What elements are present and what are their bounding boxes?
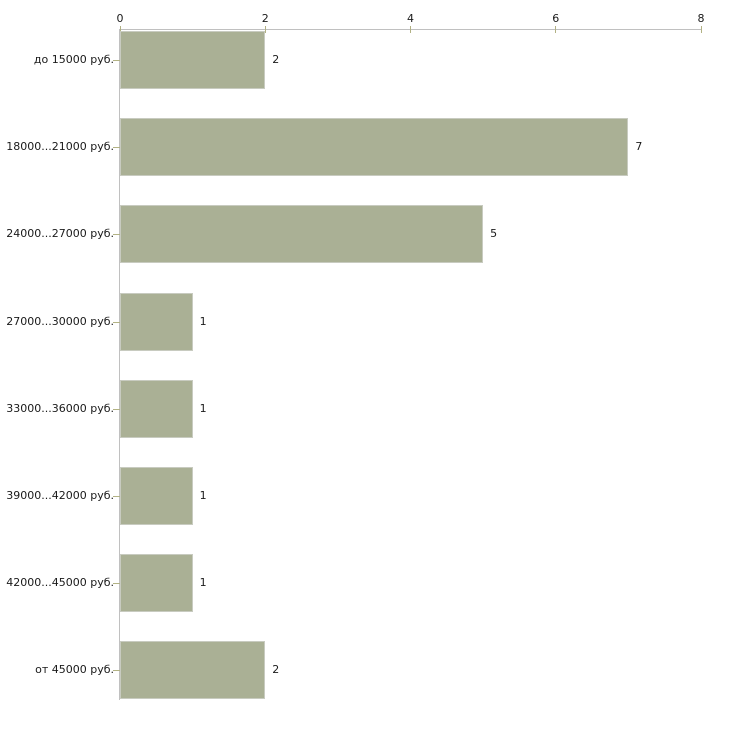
y-axis-line bbox=[119, 29, 120, 700]
x-axis-tick-mark bbox=[264, 26, 266, 33]
category-label: до 15000 руб. bbox=[33, 53, 114, 66]
bar bbox=[120, 118, 629, 177]
category-tick-mark bbox=[113, 60, 121, 61]
category-tick-mark bbox=[113, 408, 121, 410]
category-label: 39000...42000 руб. bbox=[6, 489, 114, 502]
value-label: 5 bbox=[490, 227, 498, 241]
x-axis-tick-label: 2 bbox=[261, 12, 269, 25]
category-tick-mark bbox=[113, 234, 121, 236]
x-axis-tick-mark bbox=[410, 26, 411, 33]
x-axis-tick-label: 4 bbox=[407, 12, 414, 25]
bar bbox=[120, 31, 266, 89]
bar bbox=[120, 205, 484, 264]
x-axis-tick-label: 0 bbox=[116, 12, 124, 25]
value-label: 1 bbox=[199, 576, 207, 590]
category-tick-mark bbox=[113, 583, 121, 585]
x-axis-tick-mark bbox=[119, 26, 121, 33]
value-label: 1 bbox=[199, 401, 207, 415]
category-label: 24000...27000 руб. bbox=[6, 227, 114, 241]
category-tick-mark bbox=[113, 670, 121, 672]
x-axis-tick-mark bbox=[700, 26, 702, 33]
x-axis-tick-label: 6 bbox=[552, 12, 560, 25]
category-tick-mark bbox=[113, 147, 121, 149]
value-label: 1 bbox=[199, 489, 207, 502]
category-label: от 45000 руб. bbox=[35, 663, 114, 677]
category-label: 42000...45000 руб. bbox=[6, 576, 114, 590]
category-tick-mark bbox=[113, 496, 121, 497]
category-label: 33000...36000 руб. bbox=[6, 401, 114, 415]
x-axis-tick-label: 8 bbox=[697, 12, 705, 25]
bar bbox=[120, 467, 193, 525]
value-label: 7 bbox=[635, 140, 643, 154]
category-tick-mark bbox=[113, 321, 121, 323]
bar bbox=[120, 292, 193, 351]
category-label: 27000...30000 руб. bbox=[6, 314, 114, 328]
value-label: 1 bbox=[199, 314, 207, 328]
category-label: 18000...21000 руб. bbox=[6, 140, 114, 154]
bar bbox=[120, 379, 193, 438]
bar bbox=[120, 641, 266, 700]
value-label: 2 bbox=[272, 663, 280, 677]
value-label: 2 bbox=[272, 53, 280, 66]
x-axis-tick-mark bbox=[555, 26, 557, 33]
bar bbox=[120, 554, 193, 613]
